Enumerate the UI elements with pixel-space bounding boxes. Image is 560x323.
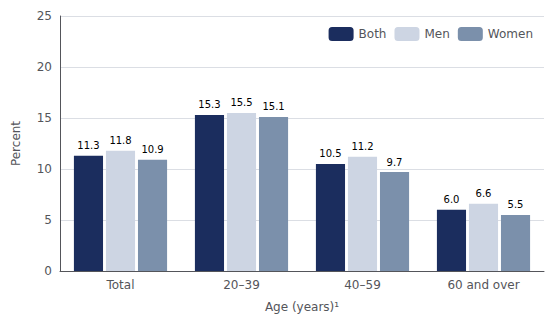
svg-text:20–39: 20–39 [223, 278, 260, 292]
svg-text:9.7: 9.7 [387, 157, 403, 168]
svg-text:10.5: 10.5 [319, 148, 341, 159]
svg-text:11.3: 11.3 [77, 140, 99, 151]
svg-text:40–59: 40–59 [344, 278, 381, 292]
svg-text:Women: Women [488, 27, 533, 41]
svg-text:15.1: 15.1 [262, 101, 284, 112]
svg-text:Age (years)¹: Age (years)¹ [265, 300, 339, 314]
svg-text:6.0: 6.0 [444, 194, 460, 205]
svg-text:Total: Total [105, 278, 134, 292]
svg-text:Both: Both [359, 27, 387, 41]
svg-text:Percent: Percent [9, 121, 23, 166]
svg-text:15.5: 15.5 [230, 97, 252, 108]
svg-text:10: 10 [37, 162, 52, 176]
svg-text:60 and over: 60 and over [447, 278, 519, 292]
svg-text:25: 25 [37, 9, 52, 23]
svg-text:11.2: 11.2 [351, 141, 373, 152]
svg-text:15: 15 [37, 111, 52, 125]
svg-text:5.5: 5.5 [508, 199, 524, 210]
svg-text:10.9: 10.9 [141, 144, 163, 155]
svg-text:15.3: 15.3 [198, 99, 220, 110]
svg-text:6.6: 6.6 [476, 188, 492, 199]
svg-text:Men: Men [424, 27, 449, 41]
svg-text:0: 0 [44, 264, 52, 278]
svg-text:11.8: 11.8 [109, 135, 131, 146]
svg-text:5: 5 [44, 213, 52, 227]
svg-text:20: 20 [37, 60, 52, 74]
